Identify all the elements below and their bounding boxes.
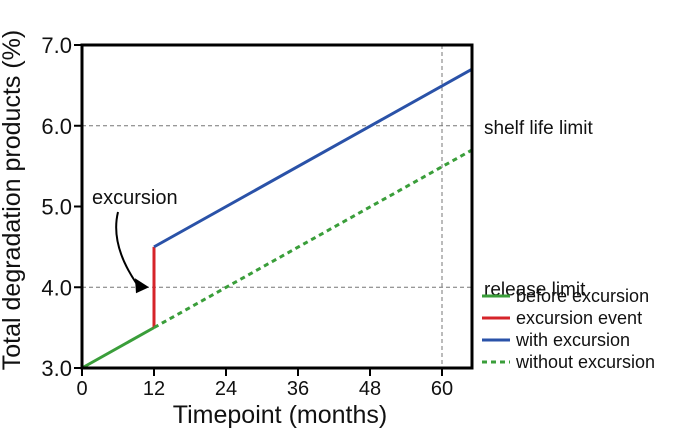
y-tick-label: 6.0 [41, 114, 72, 139]
x-tick-label: 24 [215, 378, 237, 400]
x-tick-label: 60 [431, 378, 453, 400]
legend-label-before-excursion: before excursion [516, 286, 649, 306]
legend-label-excursion-event: excursion event [516, 308, 642, 328]
y-tick-label: 7.0 [41, 33, 72, 58]
legend-label-without-excursion: without excursion [515, 352, 655, 372]
y-axis-label: Total degradation products (%) [0, 30, 26, 370]
y-tick-label: 3.0 [41, 356, 72, 381]
series-without-excursion [153, 148, 473, 329]
x-tick-label: 36 [287, 378, 309, 400]
reference-label-shelf-life-limit: shelf life limit [484, 118, 593, 139]
series-before-excursion [81, 326, 155, 370]
y-tick-label: 5.0 [41, 195, 72, 220]
excursion-annotation: excursion [92, 187, 178, 294]
x-tick-label: 12 [143, 378, 165, 400]
x-axis-label: Timepoint (months) [173, 401, 387, 429]
annotation-arrow [115, 211, 138, 285]
x-axis-ticks: 0 12 24 36 48 60 [76, 368, 453, 400]
y-axis-ticks: 3.0 4.0 5.0 6.0 7.0 [41, 33, 82, 381]
y-tick-label: 4.0 [41, 275, 72, 300]
annotation-arrowhead [135, 278, 149, 294]
annotation-text: excursion [92, 187, 178, 209]
series-layer [81, 67, 473, 370]
x-tick-label: 0 [76, 378, 87, 400]
x-tick-label: 48 [359, 378, 381, 400]
legend-label-with-excursion: with excursion [515, 330, 630, 350]
series-with-excursion [153, 67, 473, 249]
